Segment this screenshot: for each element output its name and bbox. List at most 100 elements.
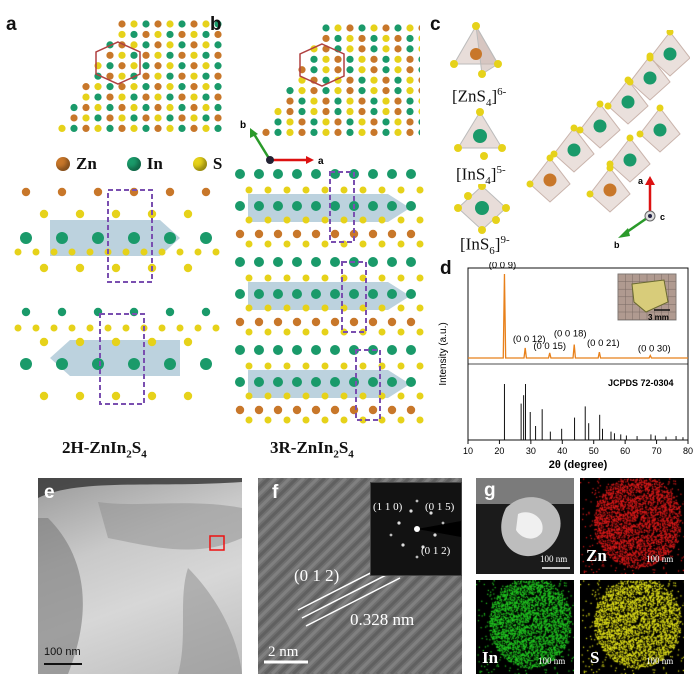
in-map-label: In (482, 648, 499, 667)
atom (418, 25, 420, 31)
atom (370, 107, 378, 116)
atom (235, 317, 245, 327)
atom (358, 66, 366, 74)
atom (111, 391, 121, 401)
atom (75, 209, 85, 219)
atom (56, 232, 68, 244)
axis-a-label: a (318, 156, 324, 167)
s-map-scale: 100 nm (646, 656, 674, 666)
atom (418, 87, 420, 94)
atom (397, 416, 405, 424)
atom (190, 62, 198, 70)
atom (418, 56, 420, 63)
atom (310, 66, 318, 74)
atom (130, 51, 138, 59)
atom (154, 124, 162, 132)
atom (128, 232, 140, 244)
atom (166, 20, 174, 28)
atom (310, 87, 318, 95)
atom (118, 124, 126, 132)
atom (142, 93, 150, 101)
atom (322, 97, 330, 105)
atom (202, 30, 210, 39)
atom (235, 289, 245, 299)
saed-label-012: (0 1 2) (421, 545, 451, 557)
axis-b-label: b (240, 120, 246, 131)
atom (358, 76, 366, 84)
atom (166, 72, 174, 80)
atom (273, 289, 283, 299)
atom (387, 377, 397, 387)
atom (93, 187, 103, 197)
atom (321, 304, 329, 312)
atom (406, 24, 414, 32)
atom (311, 317, 321, 327)
sample-photo-inset: 3 mm (617, 273, 677, 322)
atom (166, 51, 174, 59)
ins4-tetrahedron (454, 108, 506, 160)
atom (334, 24, 342, 32)
atom (130, 30, 138, 39)
peak-label: (0 0 18) (554, 329, 587, 340)
atom (394, 87, 402, 95)
atom (283, 240, 291, 248)
atom (142, 51, 150, 59)
atom (394, 34, 402, 43)
atom (178, 114, 186, 122)
zns4-ion-label: [ZnS4]6- (452, 86, 507, 110)
atom (214, 124, 222, 132)
atom (321, 416, 329, 424)
atom (406, 118, 414, 126)
atom (567, 143, 581, 157)
atom (340, 186, 348, 194)
atom (358, 55, 366, 63)
atom (349, 229, 359, 239)
atom (264, 416, 272, 424)
atom (663, 47, 677, 61)
atom (118, 103, 126, 112)
atom (39, 391, 49, 401)
atom (118, 114, 126, 122)
atom (106, 93, 114, 101)
atom (20, 358, 32, 370)
atom (245, 186, 253, 194)
atom (378, 304, 386, 312)
panel-b-side-view-1 (235, 169, 424, 248)
atom (382, 34, 390, 43)
panel-a-side-view-2 (14, 307, 220, 405)
atom (358, 24, 366, 32)
zn-map-scale: 100 nm (646, 554, 674, 564)
atom (111, 263, 121, 273)
atom (200, 232, 212, 244)
atom (245, 416, 253, 424)
atom (359, 240, 367, 248)
atom (111, 337, 121, 347)
atom (378, 216, 386, 224)
atom (111, 209, 121, 219)
atom (378, 274, 386, 282)
atom (370, 87, 378, 95)
atom (370, 24, 378, 32)
zn-legend-label: Zn (76, 154, 97, 173)
atom (330, 289, 340, 299)
atom (406, 345, 416, 355)
atom (321, 240, 329, 248)
atom (358, 34, 366, 43)
atom (397, 240, 405, 248)
atom (142, 103, 150, 112)
s-legend-label: S (212, 154, 223, 173)
panel-f-label: f (272, 482, 279, 503)
atom (178, 83, 186, 91)
atom (106, 103, 114, 112)
atom (130, 83, 138, 91)
atom (302, 392, 310, 400)
atom (397, 392, 405, 400)
atom (406, 405, 416, 415)
atom (273, 229, 283, 239)
atom (370, 66, 378, 74)
atom (286, 107, 294, 116)
atom (418, 108, 420, 115)
atom (118, 72, 126, 80)
atom (39, 209, 49, 219)
atom (286, 97, 294, 105)
